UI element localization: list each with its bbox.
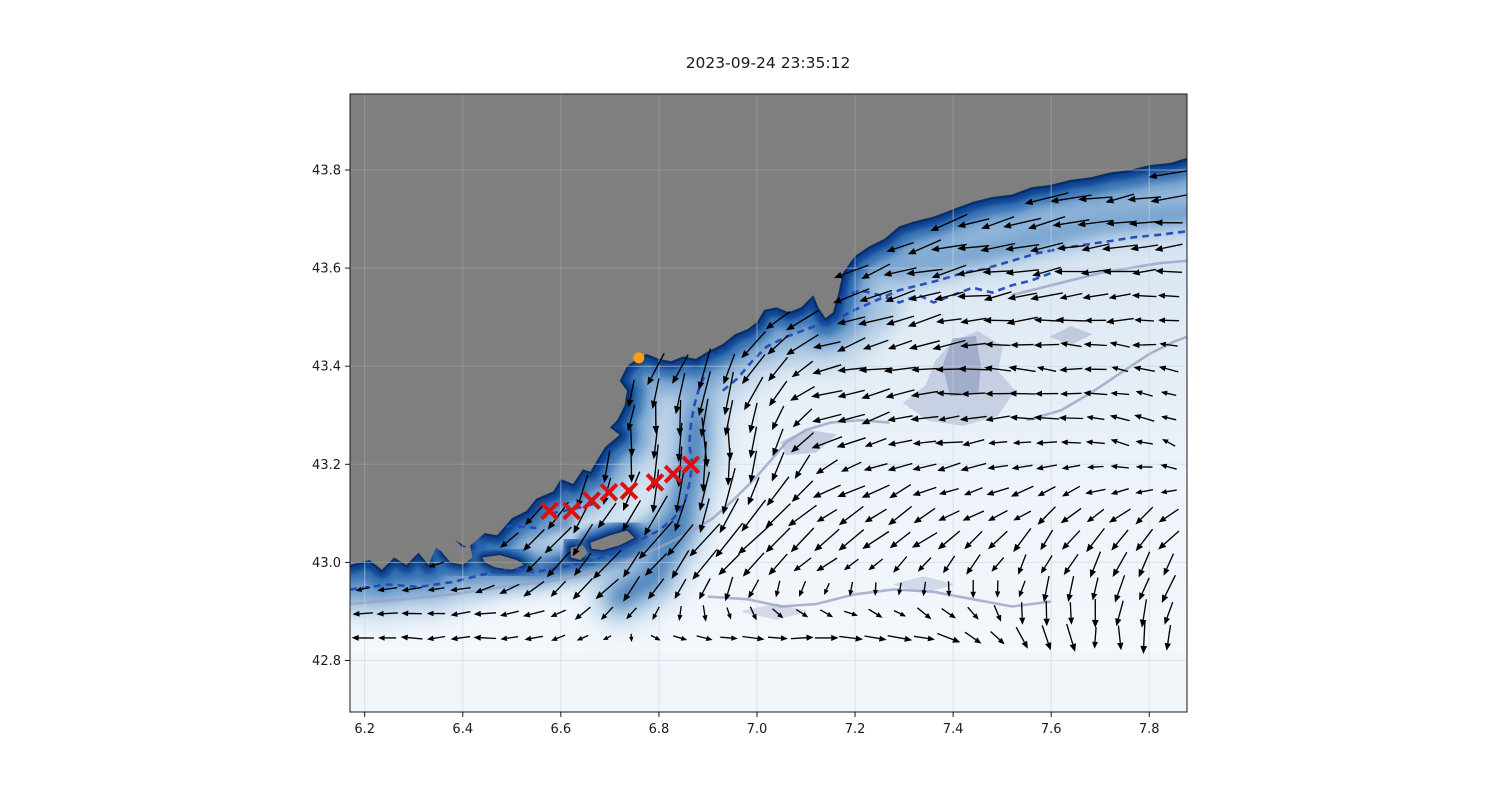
navy-contour bbox=[839, 271, 1052, 304]
island bbox=[440, 537, 473, 565]
plot-title: 2023-09-24 23:35:12 bbox=[686, 54, 851, 72]
island bbox=[590, 530, 635, 551]
land-mass bbox=[350, 94, 1187, 570]
y-tick-label: 43.6 bbox=[312, 262, 341, 277]
arrow-shafts bbox=[358, 170, 1187, 647]
x-tick-label: 7.8 bbox=[1139, 722, 1160, 737]
x-tick-label: 6.2 bbox=[354, 722, 375, 737]
sea-shade-blob bbox=[612, 369, 706, 604]
y-tick-label: 43.0 bbox=[312, 556, 341, 571]
trajectory-x-marker bbox=[582, 491, 602, 510]
trajectory-markers bbox=[540, 455, 701, 521]
x-tick-label: 6.6 bbox=[550, 722, 571, 737]
trajectory-x-marker bbox=[619, 481, 639, 501]
navy-contour bbox=[707, 349, 724, 358]
lavender-contour bbox=[1011, 259, 1187, 297]
trajectory-x-marker bbox=[681, 455, 701, 475]
plot-border bbox=[349, 93, 1188, 713]
trajectory-x-marker bbox=[562, 501, 581, 521]
lavender-patch bbox=[1049, 326, 1093, 345]
grid-lines-overlay bbox=[350, 94, 1187, 712]
plot-area bbox=[350, 94, 1187, 712]
y-tick-label: 43.2 bbox=[312, 458, 341, 473]
islet bbox=[416, 528, 421, 533]
navy-contour bbox=[721, 230, 1187, 392]
x-tick-label: 6.8 bbox=[649, 722, 670, 737]
trajectory-x-marker bbox=[599, 482, 619, 502]
mainland bbox=[350, 94, 1187, 570]
release-point-marker bbox=[633, 352, 645, 364]
y-tick-label: 43.8 bbox=[312, 164, 341, 179]
current-vectors bbox=[351, 170, 1187, 654]
lavender-contour bbox=[1026, 335, 1187, 422]
islet bbox=[384, 533, 389, 538]
no-data-region bbox=[350, 653, 1187, 712]
x-axis: 6.2 6.4 6.6 6.8 7.0 7.2 7.4 7.6 7.8 bbox=[354, 712, 1160, 737]
x-tick-label: 6.4 bbox=[452, 722, 473, 737]
y-tick-label: 42.8 bbox=[312, 654, 341, 669]
lavender-patch bbox=[742, 603, 807, 620]
x-tick-label: 7.4 bbox=[943, 722, 964, 737]
navy-contour bbox=[482, 524, 537, 532]
x-tick-label: 7.6 bbox=[1041, 722, 1062, 737]
trajectory-x-marker bbox=[663, 464, 683, 484]
x-tick-label: 7.0 bbox=[747, 722, 768, 737]
island bbox=[482, 555, 525, 570]
x-tick-label: 7.2 bbox=[845, 722, 866, 737]
trajectory-x-marker bbox=[540, 501, 559, 521]
y-axis: 42.8 43.0 43.2 43.4 43.6 43.8 bbox=[312, 164, 350, 669]
islet bbox=[406, 522, 411, 527]
release-point-dot bbox=[633, 352, 645, 364]
trajectory-x-marker bbox=[645, 473, 665, 492]
y-tick-label: 43.4 bbox=[312, 360, 341, 375]
